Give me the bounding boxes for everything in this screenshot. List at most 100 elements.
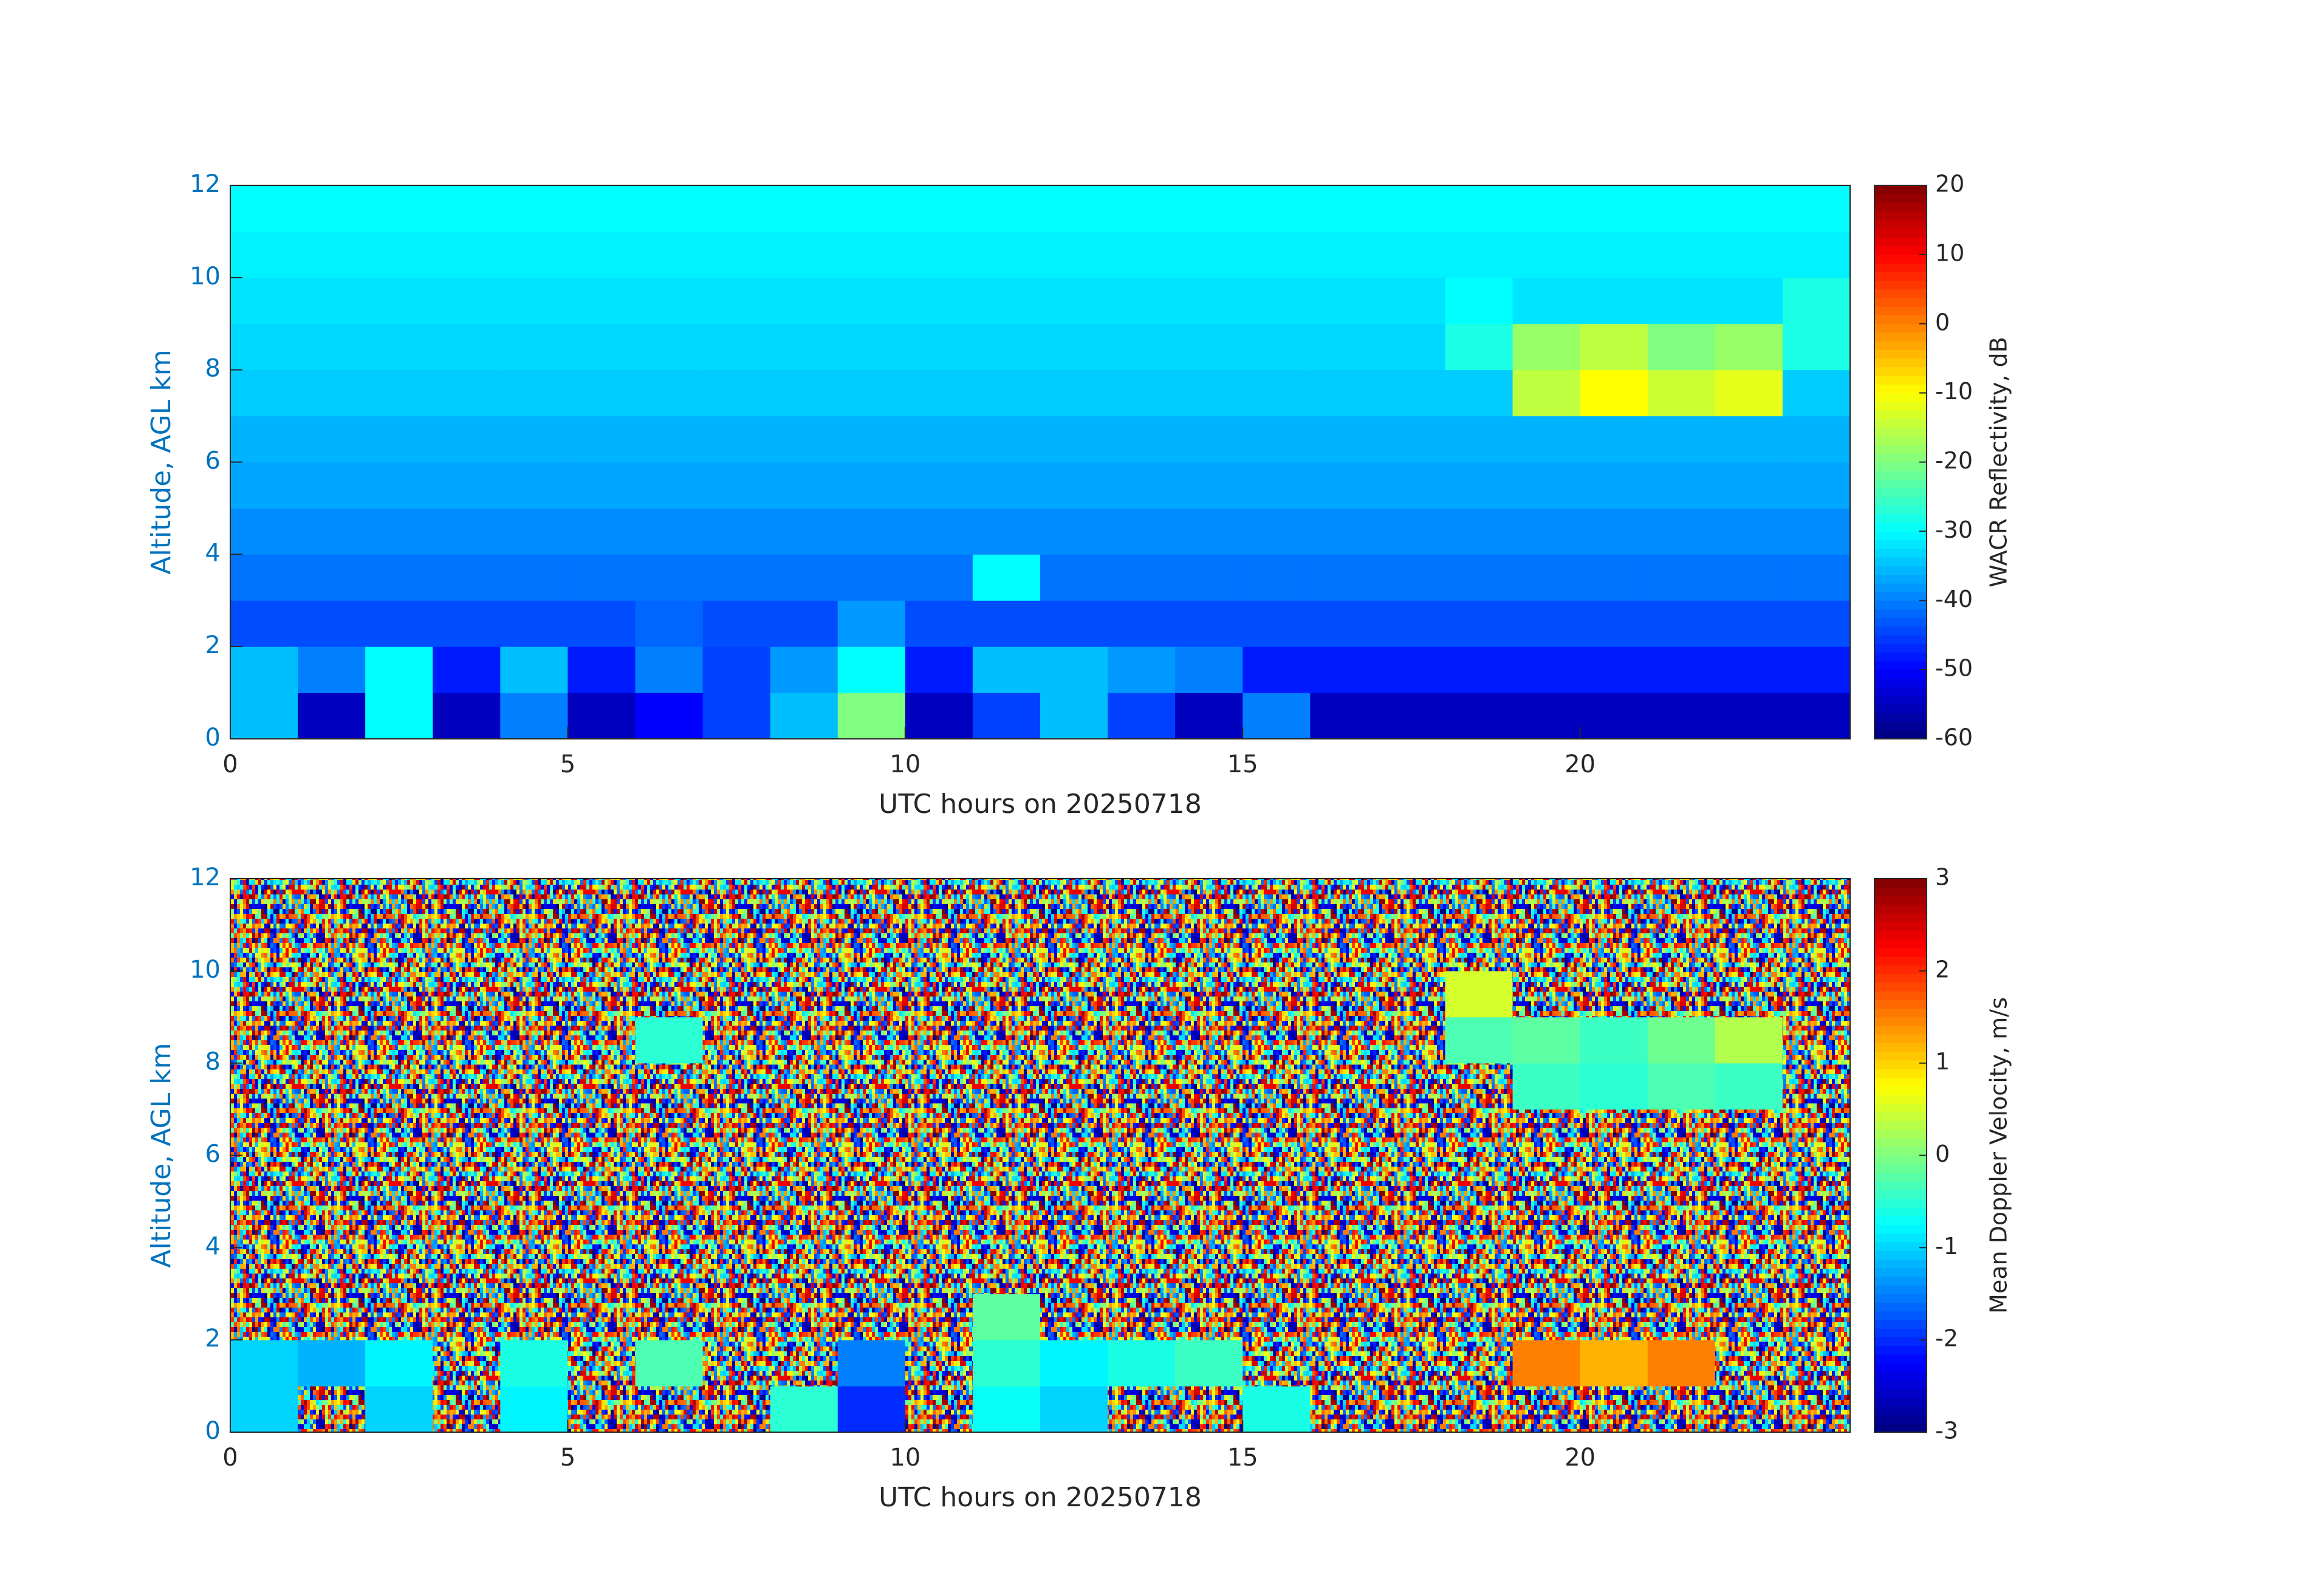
colorbar-swatch [1874,349,1927,359]
heatmap-cell [500,462,568,509]
heatmap-cell [1445,693,1513,739]
heatmap-cell [972,693,1041,739]
heatmap-cell [972,1017,1041,1064]
heatmap-cell [837,416,906,462]
colorbar-swatch [1874,1207,1927,1216]
heatmap-cell [1108,508,1176,555]
heatmap-cell [1175,508,1243,555]
heatmap-cell [298,970,366,1018]
heatmap-cell [1512,1247,1581,1294]
heatmap-cell [298,1155,366,1202]
colorbar-swatch [1874,419,1927,428]
heatmap-cell [1040,600,1108,647]
colorbar-swatch [1874,922,1927,931]
heatmap-cell [365,554,433,601]
colorbar-swatch [1874,896,1927,905]
colorbar-swatch [1874,194,1927,203]
x-tick-label: 20 [1565,750,1596,778]
heatmap-cell [433,647,501,693]
colorbar-swatch [1874,965,1927,975]
heatmap-cell [1040,1201,1108,1248]
heatmap-cell [837,185,906,232]
heatmap-cell [837,554,906,601]
heatmap-cell [1445,1063,1513,1110]
heatmap-cell [905,231,973,278]
heatmap-cell [500,600,568,647]
heatmap-cell [1647,1247,1716,1294]
y-tick-label: 2 [205,631,221,659]
heatmap-cell [1715,1340,1783,1387]
colorbar-swatch [1874,436,1927,445]
heatmap-cell [635,462,704,509]
heatmap-cell [1445,1340,1513,1387]
heatmap-cell [1377,508,1445,555]
heatmap-cell [298,600,366,647]
heatmap-cell [1580,879,1648,925]
heatmap-cell [1175,323,1243,371]
colorbar-swatch [1874,384,1927,394]
heatmap-cell [1175,1017,1243,1064]
colorbar-swatch [1874,557,1927,566]
heatmap-cell [1647,323,1716,371]
heatmap-cell [1175,369,1243,417]
colorbar-swatch [1874,1398,1927,1407]
heatmap-cell [567,1386,636,1433]
heatmap-cell [702,185,771,232]
colorbar-swatch [1874,1328,1927,1337]
heatmap-cell [1512,1155,1581,1202]
heatmap-cell [1040,1247,1108,1294]
colorbar-swatch [1874,1345,1927,1355]
heatmap-cell [1715,231,1783,278]
colorbar-swatch [1874,670,1927,679]
heatmap-cell [230,416,298,462]
heatmap-cell [1310,1063,1378,1110]
colorbar-swatch [1874,1388,1927,1398]
heatmap-cell [972,554,1041,601]
heatmap-cell [230,879,298,925]
heatmap-cell [1377,970,1445,1018]
heatmap-cell [433,369,501,417]
x-tick-label: 15 [1227,750,1258,778]
heatmap-cell [1580,416,1648,462]
heatmap-cell [365,693,433,739]
colorbar-swatch [1874,1147,1927,1156]
heatmap-cell [702,970,771,1018]
heatmap-cell [837,1247,906,1294]
heatmap-cell [702,924,771,972]
x-tick-label: 10 [889,750,920,778]
colorbar-label: Mean Doppler Velocity, m/s [1986,997,2012,1314]
heatmap-cell [1040,416,1108,462]
heatmap-cell [1040,277,1108,324]
heatmap-cell [1782,1247,1851,1294]
heatmap-cell [1243,647,1311,693]
heatmap-cell [837,1294,906,1340]
heatmap-cell [1040,1294,1108,1340]
colorbar-swatch [1874,695,1927,705]
heatmap-cell [1445,1386,1513,1433]
heatmap-cell [1445,508,1513,555]
heatmap-cell [1310,231,1378,278]
heatmap-cell [433,970,501,1018]
x-tick-label: 10 [889,1444,920,1472]
heatmap-cell [500,369,568,417]
heatmap-cell [1310,554,1378,601]
heatmap-cell [635,508,704,555]
heatmap-cell [230,693,298,739]
colorbar-swatch [1874,427,1927,437]
heatmap-cell [1445,462,1513,509]
heatmap-cell [1175,1109,1243,1156]
colorbar-swatch [1874,973,1927,983]
heatmap-cell [1377,231,1445,278]
heatmap-cell [1243,508,1311,555]
heatmap-cell [1715,693,1783,739]
y-tick-label: 8 [205,1048,221,1076]
heatmap-cell [500,1247,568,1294]
heatmap-cell [1040,1063,1108,1110]
heatmap-cell [1175,231,1243,278]
heatmap-cell [635,924,704,972]
heatmap-cell [837,693,906,739]
heatmap-cell [1040,1155,1108,1202]
heatmap-cell [1715,1201,1783,1248]
heatmap-cell [1445,1155,1513,1202]
heatmap-cell [702,231,771,278]
